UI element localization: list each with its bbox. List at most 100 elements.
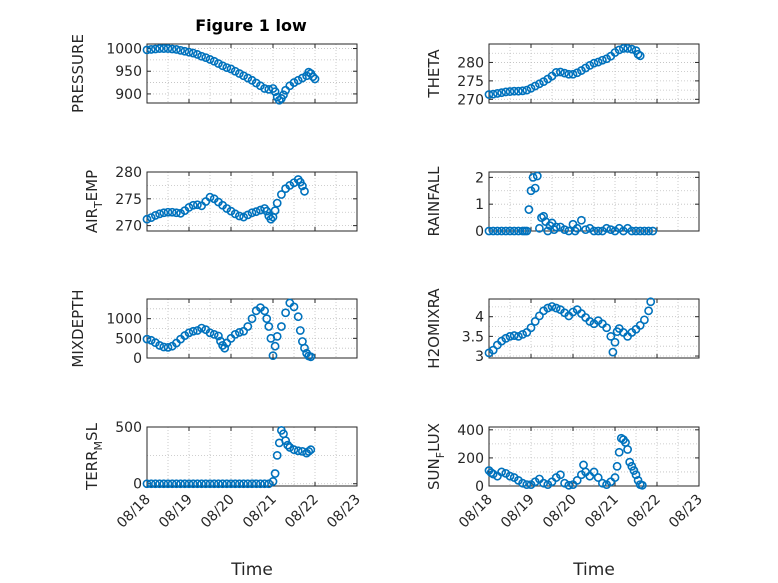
data-point [631,226,641,236]
data-point [644,226,653,236]
data-point [243,479,253,489]
data-point [522,226,532,236]
y-tick-label: 1 [475,197,484,213]
data-point [243,73,253,83]
data-point [585,60,595,70]
y-tick-label: 2 [475,170,484,186]
x-tick-label: 08/22 [282,492,322,532]
panel-air-temp: 270 275 280 AIRTEMP [83,165,358,235]
data-point [220,343,230,353]
data-point [276,190,286,199]
data-point [167,479,177,489]
data-point [222,479,232,489]
data-point [581,225,590,235]
data-point [633,475,643,485]
data-point [239,71,248,81]
data-point [310,74,320,84]
data-point [518,86,527,96]
data-point [488,345,498,355]
data-point [184,47,194,57]
axes-box [146,426,358,487]
x-axis-label: Time [572,560,615,580]
data-point [192,50,202,59]
data-series [142,298,316,362]
data-point [631,470,641,480]
data-point [564,69,574,79]
data-point [163,479,173,489]
y-tick-label: 275 [457,74,484,90]
x-tick-label: 08/20 [540,492,580,532]
data-point [243,210,253,220]
data-point [167,44,177,54]
data-point [180,479,190,489]
data-point [234,69,244,78]
axes-box [146,298,358,359]
data-point [539,478,548,488]
x-axis-label: Time [230,560,273,580]
data-point [279,90,288,100]
y-tick-label: 500 [115,331,142,347]
data-point [171,208,181,218]
data-point [281,436,290,446]
y-tick-label: 0 [133,477,142,493]
data-point [579,460,588,470]
y-tick-label: 0 [133,351,142,367]
y-tick-label: 0 [475,479,484,495]
data-point [188,326,198,336]
y-axis-label: MIXDEPTH [69,289,87,367]
data-point [623,44,632,53]
data-point [297,73,307,83]
x-tick-label: 08/23 [666,492,706,532]
data-point [201,479,211,489]
data-point [306,352,316,362]
data-point [539,211,548,221]
data-point [614,45,624,55]
data-point [201,53,211,63]
y-axis-label: THETA [425,49,443,99]
y-axis-label: RAINFALL [425,166,443,237]
data-point [150,211,160,220]
data-point [564,480,574,490]
panel-theta: 270 275 280 THETA [425,43,700,108]
y-tick-label: 270 [115,219,142,235]
axes-box [488,298,700,359]
data-point [610,337,620,347]
data-point [514,226,523,236]
data-point [501,226,511,236]
data-point [226,64,236,74]
data-point [201,197,211,206]
data-point [171,479,181,489]
data-point [535,79,544,89]
data-series [484,297,656,358]
data-point [184,202,194,212]
data-point [501,333,511,343]
data-point [243,322,253,331]
data-point [492,89,502,98]
data-point [518,478,527,488]
y-tick-label: 1000 [106,312,142,328]
y-tick-label: 400 [457,423,484,439]
data-point [289,445,299,455]
data-point [509,331,519,340]
data-point [247,314,257,324]
data-point [627,226,637,236]
data-point [598,478,607,488]
y-tick-label: 1000 [106,42,142,58]
data-point [150,479,160,489]
data-point [593,473,603,482]
data-point [627,461,637,471]
data-point [308,72,318,82]
y-tick-label: 3.5 [462,329,484,345]
data-point [192,200,202,210]
data-point [293,446,303,456]
data-point [251,207,261,217]
data-point [188,48,198,58]
data-point [209,479,219,489]
y-tick-label: 200 [457,451,484,467]
y-tick-label: 280 [457,55,484,71]
data-point [505,87,515,96]
data-point [276,322,286,331]
data-point [285,443,295,452]
data-point [146,45,156,54]
